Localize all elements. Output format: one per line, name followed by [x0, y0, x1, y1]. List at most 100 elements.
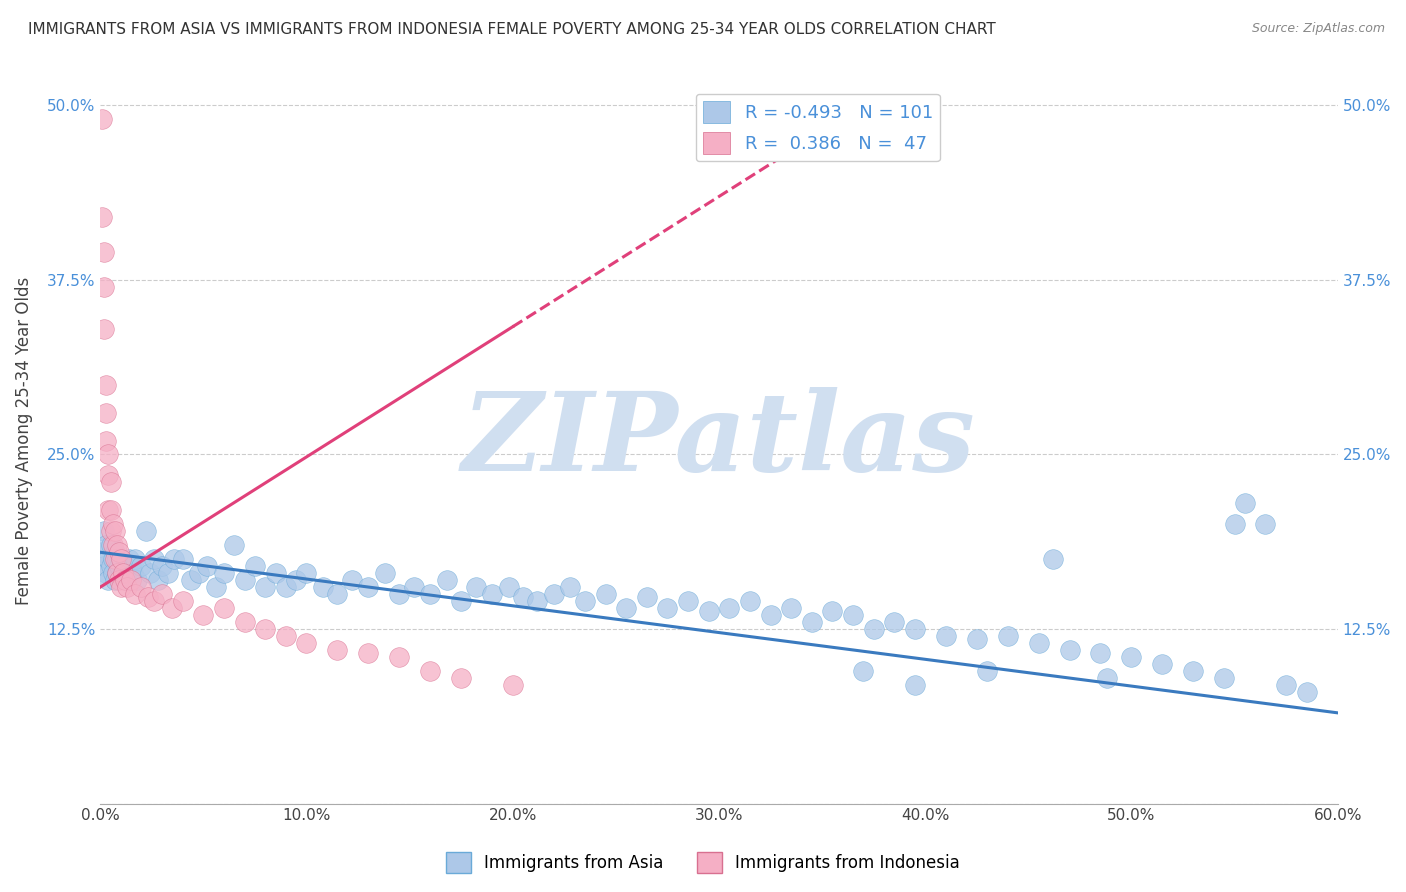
Point	[91, 210, 114, 224]
Point	[419, 664, 441, 678]
Point	[264, 566, 287, 581]
Point	[1233, 496, 1256, 510]
Point	[1182, 664, 1205, 678]
Text: ZIPatlas: ZIPatlas	[463, 387, 976, 494]
Point	[93, 524, 115, 539]
Point	[357, 646, 380, 660]
Point	[883, 615, 905, 629]
Point	[108, 573, 131, 587]
Point	[295, 636, 318, 650]
Point	[512, 590, 534, 604]
Point	[101, 538, 124, 552]
Point	[233, 615, 256, 629]
Point	[97, 552, 120, 566]
Point	[100, 559, 122, 574]
Point	[100, 503, 122, 517]
Point	[105, 552, 128, 566]
Point	[614, 601, 637, 615]
Point	[193, 608, 215, 623]
Point	[1152, 657, 1174, 671]
Point	[780, 601, 803, 615]
Point	[101, 566, 124, 581]
Point	[862, 622, 884, 636]
Text: Source: ZipAtlas.com: Source: ZipAtlas.com	[1251, 22, 1385, 36]
Point	[101, 552, 124, 566]
Point	[285, 573, 308, 587]
Point	[274, 629, 297, 643]
Point	[180, 573, 202, 587]
Point	[124, 552, 146, 566]
Point	[402, 580, 425, 594]
Point	[1121, 650, 1143, 665]
Point	[142, 552, 165, 566]
Point	[157, 566, 180, 581]
Legend: Immigrants from Asia, Immigrants from Indonesia: Immigrants from Asia, Immigrants from In…	[439, 846, 967, 880]
Point	[204, 580, 226, 594]
Point	[118, 552, 141, 566]
Point	[111, 566, 134, 581]
Point	[450, 594, 472, 608]
Point	[97, 573, 120, 587]
Point	[105, 566, 128, 581]
Point	[1223, 517, 1246, 532]
Point	[131, 559, 153, 574]
Point	[464, 580, 486, 594]
Point	[498, 580, 520, 594]
Point	[254, 580, 277, 594]
Point	[224, 538, 246, 552]
Point	[904, 678, 927, 692]
Point	[1254, 517, 1277, 532]
Point	[105, 566, 128, 581]
Text: IMMIGRANTS FROM ASIA VS IMMIGRANTS FROM INDONESIA FEMALE POVERTY AMONG 25-34 YEA: IMMIGRANTS FROM ASIA VS IMMIGRANTS FROM …	[28, 22, 995, 37]
Point	[419, 587, 441, 601]
Point	[163, 552, 186, 566]
Point	[759, 608, 782, 623]
Point	[997, 629, 1019, 643]
Point	[904, 622, 927, 636]
Point	[450, 671, 472, 685]
Point	[104, 524, 127, 539]
Point	[108, 559, 131, 574]
Point	[481, 587, 503, 601]
Point	[1059, 643, 1081, 657]
Point	[852, 664, 875, 678]
Point	[1275, 678, 1298, 692]
Point	[93, 322, 115, 336]
Point	[110, 552, 132, 566]
Point	[233, 573, 256, 587]
Point	[150, 559, 173, 574]
Point	[357, 580, 380, 594]
Point	[1090, 646, 1112, 660]
Point	[150, 587, 173, 601]
Point	[188, 566, 211, 581]
Point	[146, 573, 169, 587]
Point	[595, 587, 617, 601]
Point	[131, 580, 153, 594]
Point	[111, 566, 134, 581]
Point	[97, 503, 120, 517]
Point	[676, 594, 699, 608]
Point	[104, 545, 127, 559]
Point	[96, 406, 118, 420]
Point	[122, 566, 145, 581]
Point	[574, 594, 596, 608]
Point	[340, 573, 363, 587]
Point	[560, 580, 582, 594]
Point	[100, 524, 122, 539]
Point	[100, 538, 122, 552]
Point	[120, 573, 142, 587]
Point	[93, 245, 115, 260]
Point	[197, 559, 219, 574]
Point	[91, 545, 114, 559]
Point	[697, 604, 720, 618]
Point	[162, 601, 184, 615]
Point	[738, 594, 761, 608]
Point	[101, 517, 124, 532]
Point	[172, 594, 194, 608]
Point	[1295, 685, 1317, 699]
Point	[295, 566, 318, 581]
Point	[104, 552, 127, 566]
Point	[502, 678, 524, 692]
Point	[93, 559, 115, 574]
Point	[142, 594, 165, 608]
